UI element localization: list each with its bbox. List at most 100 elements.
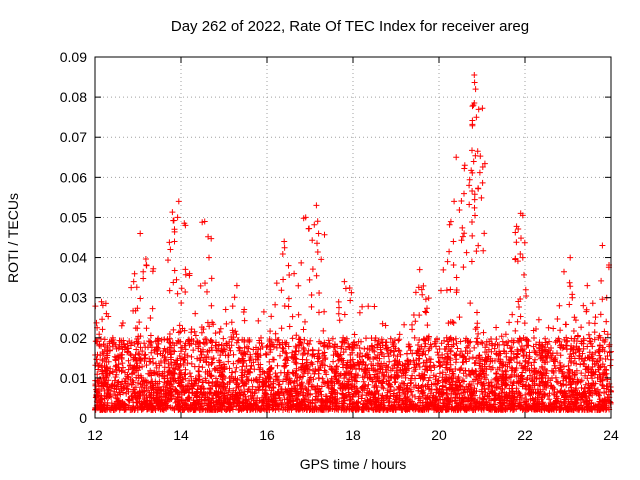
data-point xyxy=(229,403,236,410)
data-point xyxy=(340,364,347,371)
data-point xyxy=(553,378,560,385)
data-point xyxy=(397,366,404,373)
data-point xyxy=(550,368,557,375)
data-point xyxy=(559,345,566,352)
data-point xyxy=(338,406,345,413)
data-point xyxy=(460,370,467,377)
data-point xyxy=(474,380,481,387)
data-point xyxy=(294,396,301,402)
data-point xyxy=(121,378,128,385)
data-point xyxy=(379,342,386,349)
data-point xyxy=(471,204,478,211)
data-point xyxy=(439,369,446,376)
data-point xyxy=(453,274,460,281)
data-point xyxy=(245,396,252,403)
data-point xyxy=(212,342,219,349)
data-point xyxy=(535,316,542,323)
data-point xyxy=(195,368,202,374)
data-point xyxy=(428,343,435,350)
data-point xyxy=(187,406,194,413)
data-point xyxy=(509,382,516,389)
data-point xyxy=(424,322,431,329)
data-point xyxy=(506,392,512,399)
data-point xyxy=(336,304,342,311)
data-point xyxy=(241,344,248,351)
data-point xyxy=(231,294,238,301)
data-point xyxy=(379,380,386,387)
data-point xyxy=(515,373,522,380)
data-point xyxy=(292,355,299,362)
data-point xyxy=(142,256,149,262)
data-point xyxy=(462,348,469,355)
data-point xyxy=(163,357,169,364)
data-point xyxy=(321,380,328,386)
data-point xyxy=(451,198,458,205)
data-point xyxy=(409,372,416,379)
data-point xyxy=(175,198,182,205)
data-point xyxy=(171,238,178,245)
data-point xyxy=(393,394,400,401)
data-point xyxy=(410,312,417,318)
data-point xyxy=(312,386,319,393)
data-point xyxy=(480,329,487,336)
data-point xyxy=(202,336,208,343)
data-point xyxy=(297,374,304,380)
data-point xyxy=(420,389,427,396)
data-point xyxy=(235,344,242,351)
data-point xyxy=(335,310,342,317)
data-point xyxy=(402,369,409,376)
data-point xyxy=(596,357,603,363)
data-point xyxy=(313,272,320,279)
data-point xyxy=(164,375,171,382)
data-point xyxy=(548,401,554,408)
data-point xyxy=(472,376,478,383)
data-point xyxy=(471,398,478,405)
data-point xyxy=(146,405,152,412)
data-point xyxy=(556,359,563,366)
data-point xyxy=(473,114,480,121)
data-point xyxy=(473,355,480,362)
data-point xyxy=(422,340,429,347)
data-point xyxy=(363,405,370,412)
data-point xyxy=(218,389,225,396)
data-point xyxy=(442,371,449,378)
data-point xyxy=(293,371,299,378)
data-point xyxy=(119,320,126,326)
data-point xyxy=(227,347,234,354)
data-point xyxy=(552,374,559,381)
data-point xyxy=(456,352,463,359)
data-point xyxy=(179,402,186,409)
data-point xyxy=(241,350,248,357)
data-point xyxy=(170,279,177,286)
data-point xyxy=(411,334,418,341)
data-point xyxy=(428,381,435,388)
data-point xyxy=(508,404,515,411)
data-point xyxy=(242,397,249,404)
data-point xyxy=(602,366,609,373)
data-point xyxy=(379,384,385,391)
data-point xyxy=(542,391,549,398)
data-point xyxy=(521,271,527,278)
data-point xyxy=(253,344,259,351)
data-point xyxy=(536,339,543,346)
data-point xyxy=(281,238,288,245)
data-point xyxy=(461,230,468,237)
data-point xyxy=(115,364,122,371)
data-point xyxy=(334,351,341,358)
data-point xyxy=(104,404,111,411)
data-point xyxy=(410,357,417,364)
data-point xyxy=(135,350,142,357)
data-point xyxy=(266,366,273,373)
data-point xyxy=(205,362,212,368)
chart-title: Day 262 of 2022, Rate Of TEC Index for r… xyxy=(170,18,530,35)
data-point xyxy=(206,254,212,261)
data-point xyxy=(158,397,165,404)
data-point xyxy=(364,396,371,403)
data-point xyxy=(321,308,328,315)
data-point xyxy=(586,320,593,326)
data-point xyxy=(481,230,488,237)
y-tick-label: 0.06 xyxy=(60,169,87,185)
data-point xyxy=(106,347,113,354)
data-point xyxy=(259,344,266,350)
data-point xyxy=(498,405,504,412)
